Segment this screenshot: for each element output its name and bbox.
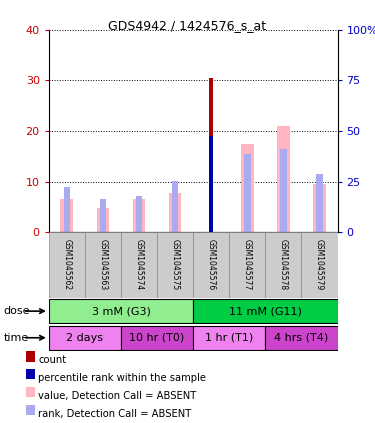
Bar <box>49 299 193 323</box>
Bar <box>63 187 70 232</box>
Bar <box>100 199 106 232</box>
Text: dose: dose <box>4 306 30 316</box>
Bar <box>85 232 121 298</box>
Text: 3 mM (G3): 3 mM (G3) <box>92 306 150 316</box>
Text: GSM1045574: GSM1045574 <box>135 239 144 291</box>
Bar <box>26 405 35 415</box>
Bar <box>266 232 302 298</box>
Text: GDS4942 / 1424576_s_at: GDS4942 / 1424576_s_at <box>108 19 267 32</box>
Bar <box>49 326 121 350</box>
Text: GSM1045579: GSM1045579 <box>315 239 324 291</box>
Bar <box>209 136 213 232</box>
Bar <box>229 232 266 298</box>
Text: 11 mM (G11): 11 mM (G11) <box>229 306 302 316</box>
Text: time: time <box>4 333 29 343</box>
Text: value, Detection Call = ABSENT: value, Detection Call = ABSENT <box>38 391 197 401</box>
Bar <box>49 232 85 298</box>
Bar <box>209 78 213 232</box>
Text: GSM1045576: GSM1045576 <box>207 239 216 291</box>
Bar <box>313 184 326 232</box>
Bar <box>121 326 193 350</box>
Bar <box>26 351 35 362</box>
Bar <box>193 299 338 323</box>
Bar <box>97 208 109 232</box>
Bar <box>244 154 250 232</box>
Text: GSM1045575: GSM1045575 <box>171 239 180 291</box>
Bar <box>277 126 290 232</box>
Text: 1 hr (T1): 1 hr (T1) <box>205 333 254 343</box>
Text: count: count <box>38 355 66 365</box>
Bar <box>169 193 182 232</box>
Bar <box>26 387 35 398</box>
Bar <box>133 199 145 232</box>
Text: GSM1045562: GSM1045562 <box>62 239 71 291</box>
Text: GSM1045577: GSM1045577 <box>243 239 252 291</box>
Text: GSM1045563: GSM1045563 <box>98 239 107 291</box>
Bar <box>266 326 338 350</box>
Text: 4 hrs (T4): 4 hrs (T4) <box>274 333 328 343</box>
Text: 2 days: 2 days <box>66 333 104 343</box>
Bar <box>193 232 229 298</box>
Text: GSM1045578: GSM1045578 <box>279 239 288 291</box>
Bar <box>157 232 193 298</box>
Text: rank, Detection Call = ABSENT: rank, Detection Call = ABSENT <box>38 409 192 419</box>
Bar <box>136 196 142 232</box>
Bar <box>26 369 35 379</box>
Text: percentile rank within the sample: percentile rank within the sample <box>38 373 206 383</box>
Bar <box>280 148 286 232</box>
Bar <box>316 174 323 232</box>
Bar <box>60 199 73 232</box>
Bar <box>121 232 157 298</box>
Bar <box>241 143 254 232</box>
Bar <box>302 232 338 298</box>
Bar <box>172 181 178 232</box>
Text: 10 hr (T0): 10 hr (T0) <box>129 333 184 343</box>
Bar <box>193 326 266 350</box>
